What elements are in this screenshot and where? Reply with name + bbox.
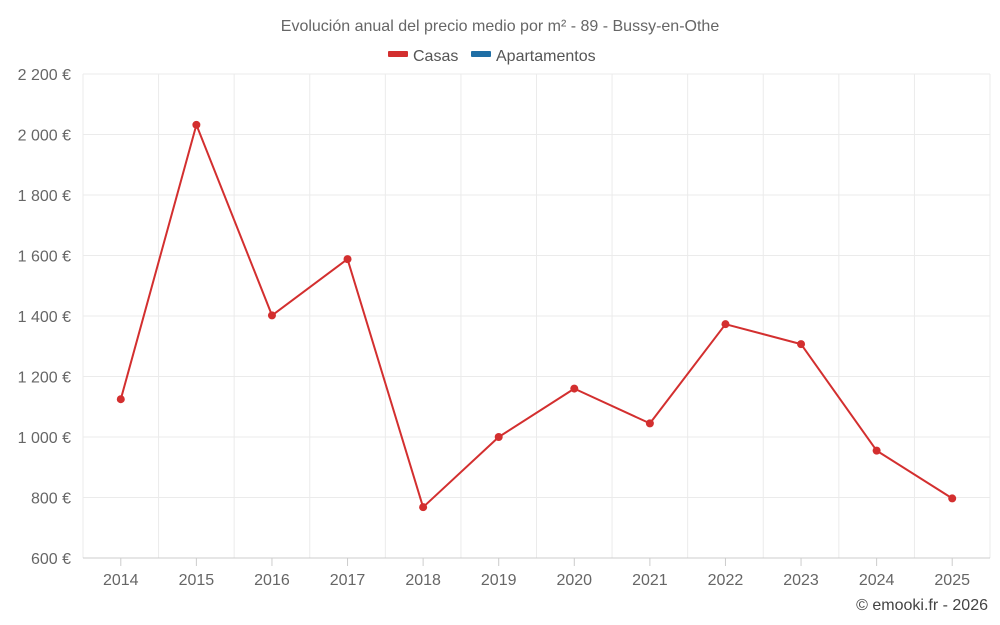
credit-text: © emooki.fr - 2026 [856, 597, 988, 614]
data-point-casas-2018[interactable] [419, 503, 428, 512]
y-tick-label: 1 400 € [18, 309, 71, 326]
grid [82, 73, 991, 558]
y-tick-label: 1 200 € [18, 370, 71, 387]
y-tick-label: 1 000 € [18, 430, 71, 447]
data-point-casas-2021[interactable] [645, 419, 654, 428]
x-tick-label: 2024 [859, 572, 895, 589]
data-point-casas-2017[interactable] [343, 255, 352, 264]
data-point-casas-2024[interactable] [872, 446, 881, 455]
x-tick-label: 2016 [254, 572, 290, 589]
x-tick-label: 2017 [330, 572, 366, 589]
y-tick-label: 2 200 € [18, 67, 71, 84]
y-tick-label: 600 € [31, 551, 71, 568]
series-casas [116, 120, 957, 512]
data-point-casas-2014[interactable] [116, 395, 125, 404]
y-tick-label: 800 € [31, 491, 71, 508]
legend-swatch-apartamentos[interactable] [471, 51, 491, 57]
legend: Casas Apartamentos [388, 48, 596, 65]
data-point-casas-2023[interactable] [797, 340, 806, 349]
x-tick-label: 2023 [783, 572, 819, 589]
y-tick-label: 2 000 € [18, 128, 71, 145]
data-point-casas-2016[interactable] [267, 311, 276, 320]
x-tick-label: 2018 [405, 572, 441, 589]
chart-title: Evolución anual del precio medio por m² … [281, 18, 720, 35]
y-tick-label: 1 800 € [18, 188, 71, 205]
x-axis: 2014 2015 2016 2017 2018 2019 2020 2021 2022 2023… [83, 557, 990, 589]
x-tick-label: 2014 [103, 572, 139, 589]
data-point-casas-2019[interactable] [494, 433, 503, 441]
data-point-casas-2015[interactable] [192, 120, 201, 129]
y-tick-label: 1 600 € [18, 249, 71, 266]
x-tick-label: 2022 [708, 572, 744, 589]
series-line-casas [119, 123, 953, 509]
data-point-casas-2025[interactable] [948, 494, 957, 503]
legend-label-apartamentos[interactable]: Apartamentos [496, 48, 596, 65]
y-axis: 600 € 800 € 1 000 € 1 200 € 1 400 € 1 600 € 1 … [18, 67, 71, 568]
x-tick-label: 2019 [481, 572, 517, 589]
legend-swatch-casas[interactable] [388, 51, 408, 57]
data-point-casas-2022[interactable] [721, 320, 730, 329]
data-point-casas-2020[interactable] [570, 384, 579, 393]
x-tick-label: 2015 [179, 572, 215, 589]
x-tick-label: 2021 [632, 572, 668, 589]
legend-label-casas[interactable]: Casas [413, 48, 458, 65]
x-tick-label: 2025 [934, 572, 970, 589]
x-tick-label: 2020 [556, 572, 592, 589]
